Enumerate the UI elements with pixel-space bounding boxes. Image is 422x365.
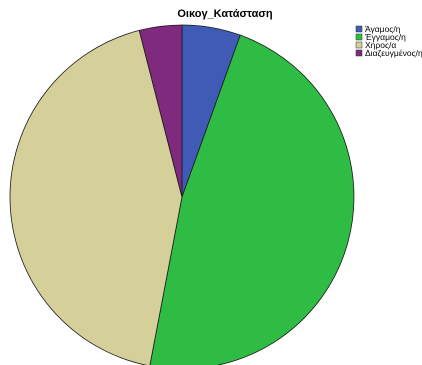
legend-swatch-4 [355, 49, 363, 57]
pie-slices [9, 24, 355, 365]
legend-label-1: Άγαμος/η [365, 24, 401, 34]
legend-swatch-3 [355, 41, 363, 49]
pie-slice-4 [138, 24, 183, 198]
legend-label-2: Έγγαμος/η [364, 32, 406, 42]
legend-swatch-1 [355, 25, 363, 33]
legend-label-3: Χήρος/α [365, 40, 396, 50]
pie-slice-3 [9, 29, 183, 365]
legend-label-4: Διαζευγμένος/η [365, 48, 422, 58]
legend-swatch-2 [355, 33, 363, 41]
chart-title: Οικογ_Κατάσταση [177, 8, 273, 20]
